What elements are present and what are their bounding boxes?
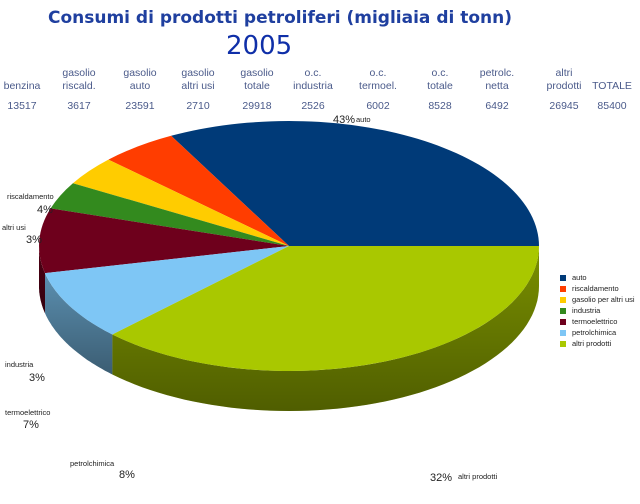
- legend-label: auto: [572, 273, 587, 282]
- table-value-7: 8528: [428, 100, 452, 112]
- table-header-line: totale: [244, 80, 270, 92]
- pie-slice-gasolio-per-altri-usi: [72, 159, 290, 246]
- slice-name-label: petrolchimica: [70, 459, 115, 468]
- table-header-line: TOTALE: [592, 80, 632, 92]
- table-header-line: gasolio: [240, 67, 274, 79]
- table-header-6: o.c. termoel.: [348, 67, 408, 93]
- slice-name-label: altri usi: [2, 223, 26, 232]
- pie-slice-riscaldamento: [108, 135, 290, 246]
- pie-side-shade: [45, 273, 113, 375]
- legend-swatch: [560, 274, 566, 281]
- legend-swatch: [560, 340, 566, 347]
- pie-slice-altri-prodotti: [112, 246, 540, 372]
- table-header-line: benzina: [3, 80, 41, 92]
- legend-item: gasolio per altri usi: [560, 294, 635, 305]
- pie-slice-termoelettrico: [39, 208, 290, 274]
- table-header-line: termoel.: [359, 80, 397, 92]
- table-header-4: gasolio totale: [227, 67, 287, 93]
- table-value-6: 6002: [366, 100, 390, 112]
- legend-item: riscaldamento: [560, 283, 635, 294]
- slice-name-label: termoelettrico: [5, 408, 50, 417]
- table-header-line: altri usi: [181, 80, 215, 92]
- pie-side-shade: [112, 246, 540, 411]
- legend-label: gasolio per altri usi: [572, 295, 635, 304]
- table-value-8: 6492: [485, 100, 509, 112]
- table-header-0: benzina: [0, 80, 52, 93]
- table-header-line: auto: [129, 80, 151, 92]
- table-value-2: 23591: [125, 100, 155, 112]
- table-header-3: gasolio altri usi: [168, 67, 228, 93]
- legend-item: termoelettrico: [560, 316, 635, 327]
- table-value-9: 26945: [549, 100, 579, 112]
- slice-name-label: altri prodotti: [458, 472, 498, 481]
- table-header-7: o.c. totale: [410, 67, 470, 93]
- legend-swatch: [560, 307, 566, 314]
- legend-swatch: [560, 329, 566, 336]
- pie-slice-auto: [171, 121, 539, 246]
- table-header-8: petrolc. netta: [467, 67, 527, 93]
- table-header-line: o.c.: [431, 67, 449, 79]
- chart-title: Consumi di prodotti petroliferi (migliai…: [47, 8, 513, 28]
- pie-slice-petrolchimica: [45, 246, 289, 335]
- legend-label: industria: [572, 306, 601, 315]
- table-header-line: petrolc.: [479, 67, 515, 79]
- slice-pct-label: 8%: [119, 469, 135, 481]
- legend-label: altri prodotti: [572, 339, 612, 348]
- legend-item: altri prodotti: [560, 338, 635, 349]
- slice-pct-label: 7%: [23, 419, 39, 431]
- table-header-line: gasolio: [123, 67, 157, 79]
- table-header-line: prodotti: [546, 80, 582, 92]
- table-header-5: o.c. industria: [283, 67, 343, 93]
- legend-item: auto: [560, 272, 635, 283]
- slice-pct-label: 32%: [430, 472, 452, 484]
- legend-label: riscaldamento: [572, 284, 619, 293]
- table-value-4: 29918: [242, 100, 272, 112]
- table-header-10: TOTALE: [582, 80, 640, 93]
- table-value-1: 3617: [67, 100, 91, 112]
- table-header-9: altri prodotti: [534, 67, 594, 93]
- table-header-line: o.c.: [369, 67, 387, 79]
- table-value-3: 2710: [186, 100, 210, 112]
- table-value-5: 2526: [301, 100, 325, 112]
- slice-pct-label: 43%: [333, 114, 355, 126]
- legend-item: petrolchimica: [560, 327, 635, 338]
- legend-label: petrolchimica: [572, 328, 617, 337]
- chart-legend: auto riscaldamento gasolio per altri usi in…: [560, 272, 635, 349]
- table-header-line: totale: [427, 80, 453, 92]
- legend-swatch: [560, 318, 566, 325]
- table-value-0: 13517: [7, 100, 37, 112]
- slice-name-label: auto: [356, 115, 371, 124]
- slice-pct-label: 4%: [37, 204, 53, 216]
- table-header-line: o.c.: [304, 67, 322, 79]
- pie-side-shade: [39, 246, 45, 314]
- slice-name-label: riscaldamento: [7, 192, 54, 201]
- table-value-10: 85400: [597, 100, 627, 112]
- table-header-line: netta: [485, 80, 509, 92]
- table-header-line: gasolio: [181, 67, 215, 79]
- chart-year: 2005: [226, 31, 293, 61]
- legend-item: industria: [560, 305, 635, 316]
- table-header-2: gasolio auto: [110, 67, 170, 93]
- slice-pct-label: 3%: [29, 372, 45, 384]
- pie-slice-industria: [50, 183, 289, 246]
- slice-pct-label: 3%: [26, 234, 42, 246]
- table-header-line: riscald.: [62, 80, 96, 92]
- legend-label: termoelettrico: [572, 317, 618, 326]
- legend-swatch: [560, 296, 566, 303]
- table-header-line: industria: [293, 80, 333, 92]
- table-header-line: altri: [555, 67, 573, 79]
- legend-swatch: [560, 285, 566, 292]
- table-header-line: gasolio: [62, 67, 96, 79]
- table-header-1: gasolio riscald.: [49, 67, 109, 93]
- slice-name-label: industria: [5, 360, 34, 369]
